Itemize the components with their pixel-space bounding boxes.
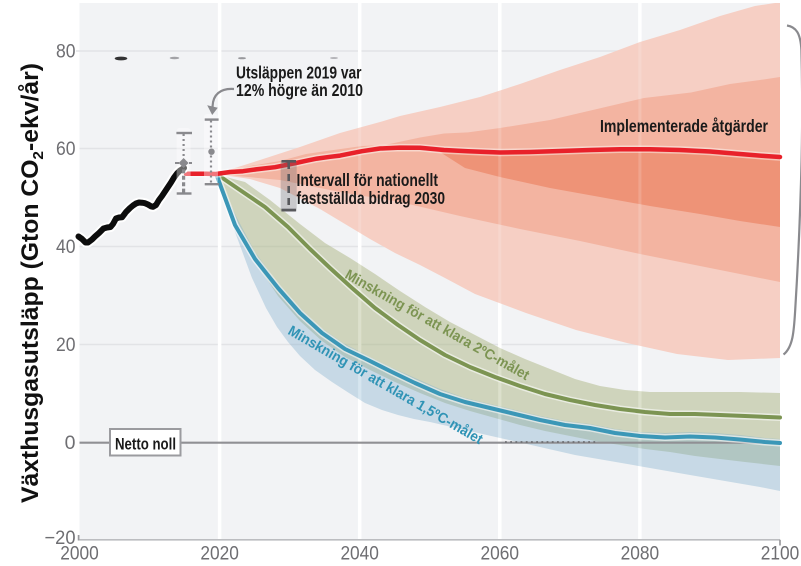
svg-text:Utsläppen 2019 var: Utsläppen 2019 var (236, 63, 362, 83)
svg-text:2020: 2020 (200, 543, 239, 565)
svg-text:−20: −20 (45, 527, 76, 549)
svg-text:20: 20 (56, 334, 76, 356)
svg-text:0: 0 (65, 432, 76, 454)
svg-text:60: 60 (56, 138, 76, 160)
svg-text:12% högre än 2010: 12% högre än 2010 (236, 80, 363, 100)
svg-text:2080: 2080 (621, 543, 660, 565)
svg-text:80: 80 (56, 41, 76, 63)
svg-text:Intervall för nationellt: Intervall för nationellt (297, 170, 439, 190)
svg-text:Implementerade åtgärder: Implementerade åtgärder (600, 116, 768, 136)
svg-text:fastställda bidrag 2030: fastställda bidrag 2030 (297, 188, 446, 208)
svg-text:2100: 2100 (761, 543, 800, 565)
svg-text:2000: 2000 (60, 543, 99, 565)
svg-text:Netto noll: Netto noll (115, 435, 176, 454)
svg-text:2040: 2040 (340, 543, 379, 565)
svg-text:Växthusgasutsläpp (Gton CO2-ek: Växthusgasutsläpp (Gton CO2-ekv/år) (17, 63, 47, 503)
svg-text:40: 40 (56, 236, 76, 258)
svg-text:2060: 2060 (481, 543, 520, 565)
